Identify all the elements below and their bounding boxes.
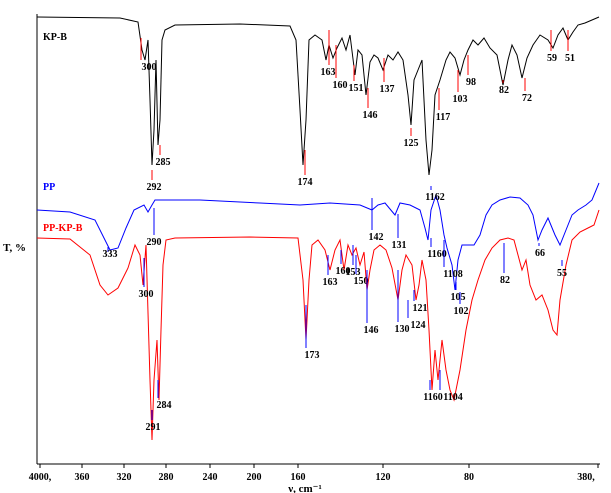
- peak-label: 98: [466, 77, 476, 88]
- peak-label: 121: [413, 303, 428, 314]
- x-tick-label: 280: [159, 472, 174, 483]
- x-tick-label: 320: [117, 472, 132, 483]
- peak-label: 1162: [425, 192, 444, 203]
- peak-label: 173: [305, 350, 320, 361]
- x-tick-label: 240: [203, 472, 218, 483]
- x-tick-label: 80: [464, 472, 474, 483]
- series-line-pp-kp-b: [36, 209, 600, 441]
- x-tick-label: 160: [291, 472, 306, 483]
- peak-label: 51: [565, 53, 575, 64]
- peak-label: 130: [395, 324, 410, 335]
- peak-label: 292: [147, 182, 162, 193]
- peak-label: 82: [499, 85, 509, 96]
- peak-label: 124: [411, 320, 426, 331]
- peak-label: 153: [346, 267, 361, 278]
- peak-label: 102: [454, 306, 469, 317]
- peak-label: 291: [146, 422, 161, 433]
- x-tick-label: 360: [75, 472, 90, 483]
- y-axis-title: T, %: [3, 242, 26, 254]
- series-label-kp-b: KP-B: [43, 32, 67, 43]
- series-line-pp: [36, 182, 600, 291]
- x-tick-label: 380,: [577, 472, 595, 483]
- peak-label: 163: [323, 277, 338, 288]
- x-tick-label: 120: [376, 472, 391, 483]
- peak-label: 66: [535, 248, 545, 259]
- peak-label: 146: [363, 110, 378, 121]
- x-axis-title: ν, cm⁻¹: [287, 483, 322, 493]
- peak-label: 1108: [443, 269, 462, 280]
- peak-label: 300: [142, 62, 157, 73]
- peak-label: 285: [156, 157, 171, 168]
- peak-label: 151: [349, 83, 364, 94]
- series-line-kp-b: [36, 16, 600, 176]
- peak-label: 105: [451, 292, 466, 303]
- peak-label: 163: [321, 67, 336, 78]
- peak-label: 300: [139, 289, 154, 300]
- peak-label: 150: [354, 276, 369, 287]
- peak-label: 333: [103, 249, 118, 260]
- peak-label: 160: [333, 80, 348, 91]
- peak-label: 1104: [443, 392, 462, 403]
- peak-label: 125: [404, 138, 419, 149]
- series-label-pp-kp-b: PP-KP-B: [43, 223, 83, 234]
- peak-label: 1160: [423, 392, 442, 403]
- peak-label: 117: [436, 112, 450, 123]
- peak-label: 103: [453, 94, 468, 105]
- x-tick-label: 4000,: [29, 472, 52, 483]
- x-tick-label: 200: [247, 472, 262, 483]
- peak-label: 146: [364, 325, 379, 336]
- peak-label: 55: [557, 268, 567, 279]
- peak-label: 284: [157, 400, 172, 411]
- peak-label: 290: [147, 237, 162, 248]
- peak-label: 131: [392, 240, 407, 251]
- peak-label: 82: [500, 275, 510, 286]
- peak-label: 59: [547, 53, 557, 64]
- peak-label: 174: [298, 177, 313, 188]
- peak-label: 1160: [427, 249, 446, 260]
- peak-label: 160: [336, 266, 351, 277]
- peak-label: 142: [369, 232, 384, 243]
- peak-label: 137: [380, 84, 395, 95]
- x-tick-group: 4000, 360 320 280 240 200 160 120 80 380,: [29, 464, 599, 483]
- series-label-pp: PP: [43, 182, 55, 193]
- peak-label: 72: [522, 93, 532, 104]
